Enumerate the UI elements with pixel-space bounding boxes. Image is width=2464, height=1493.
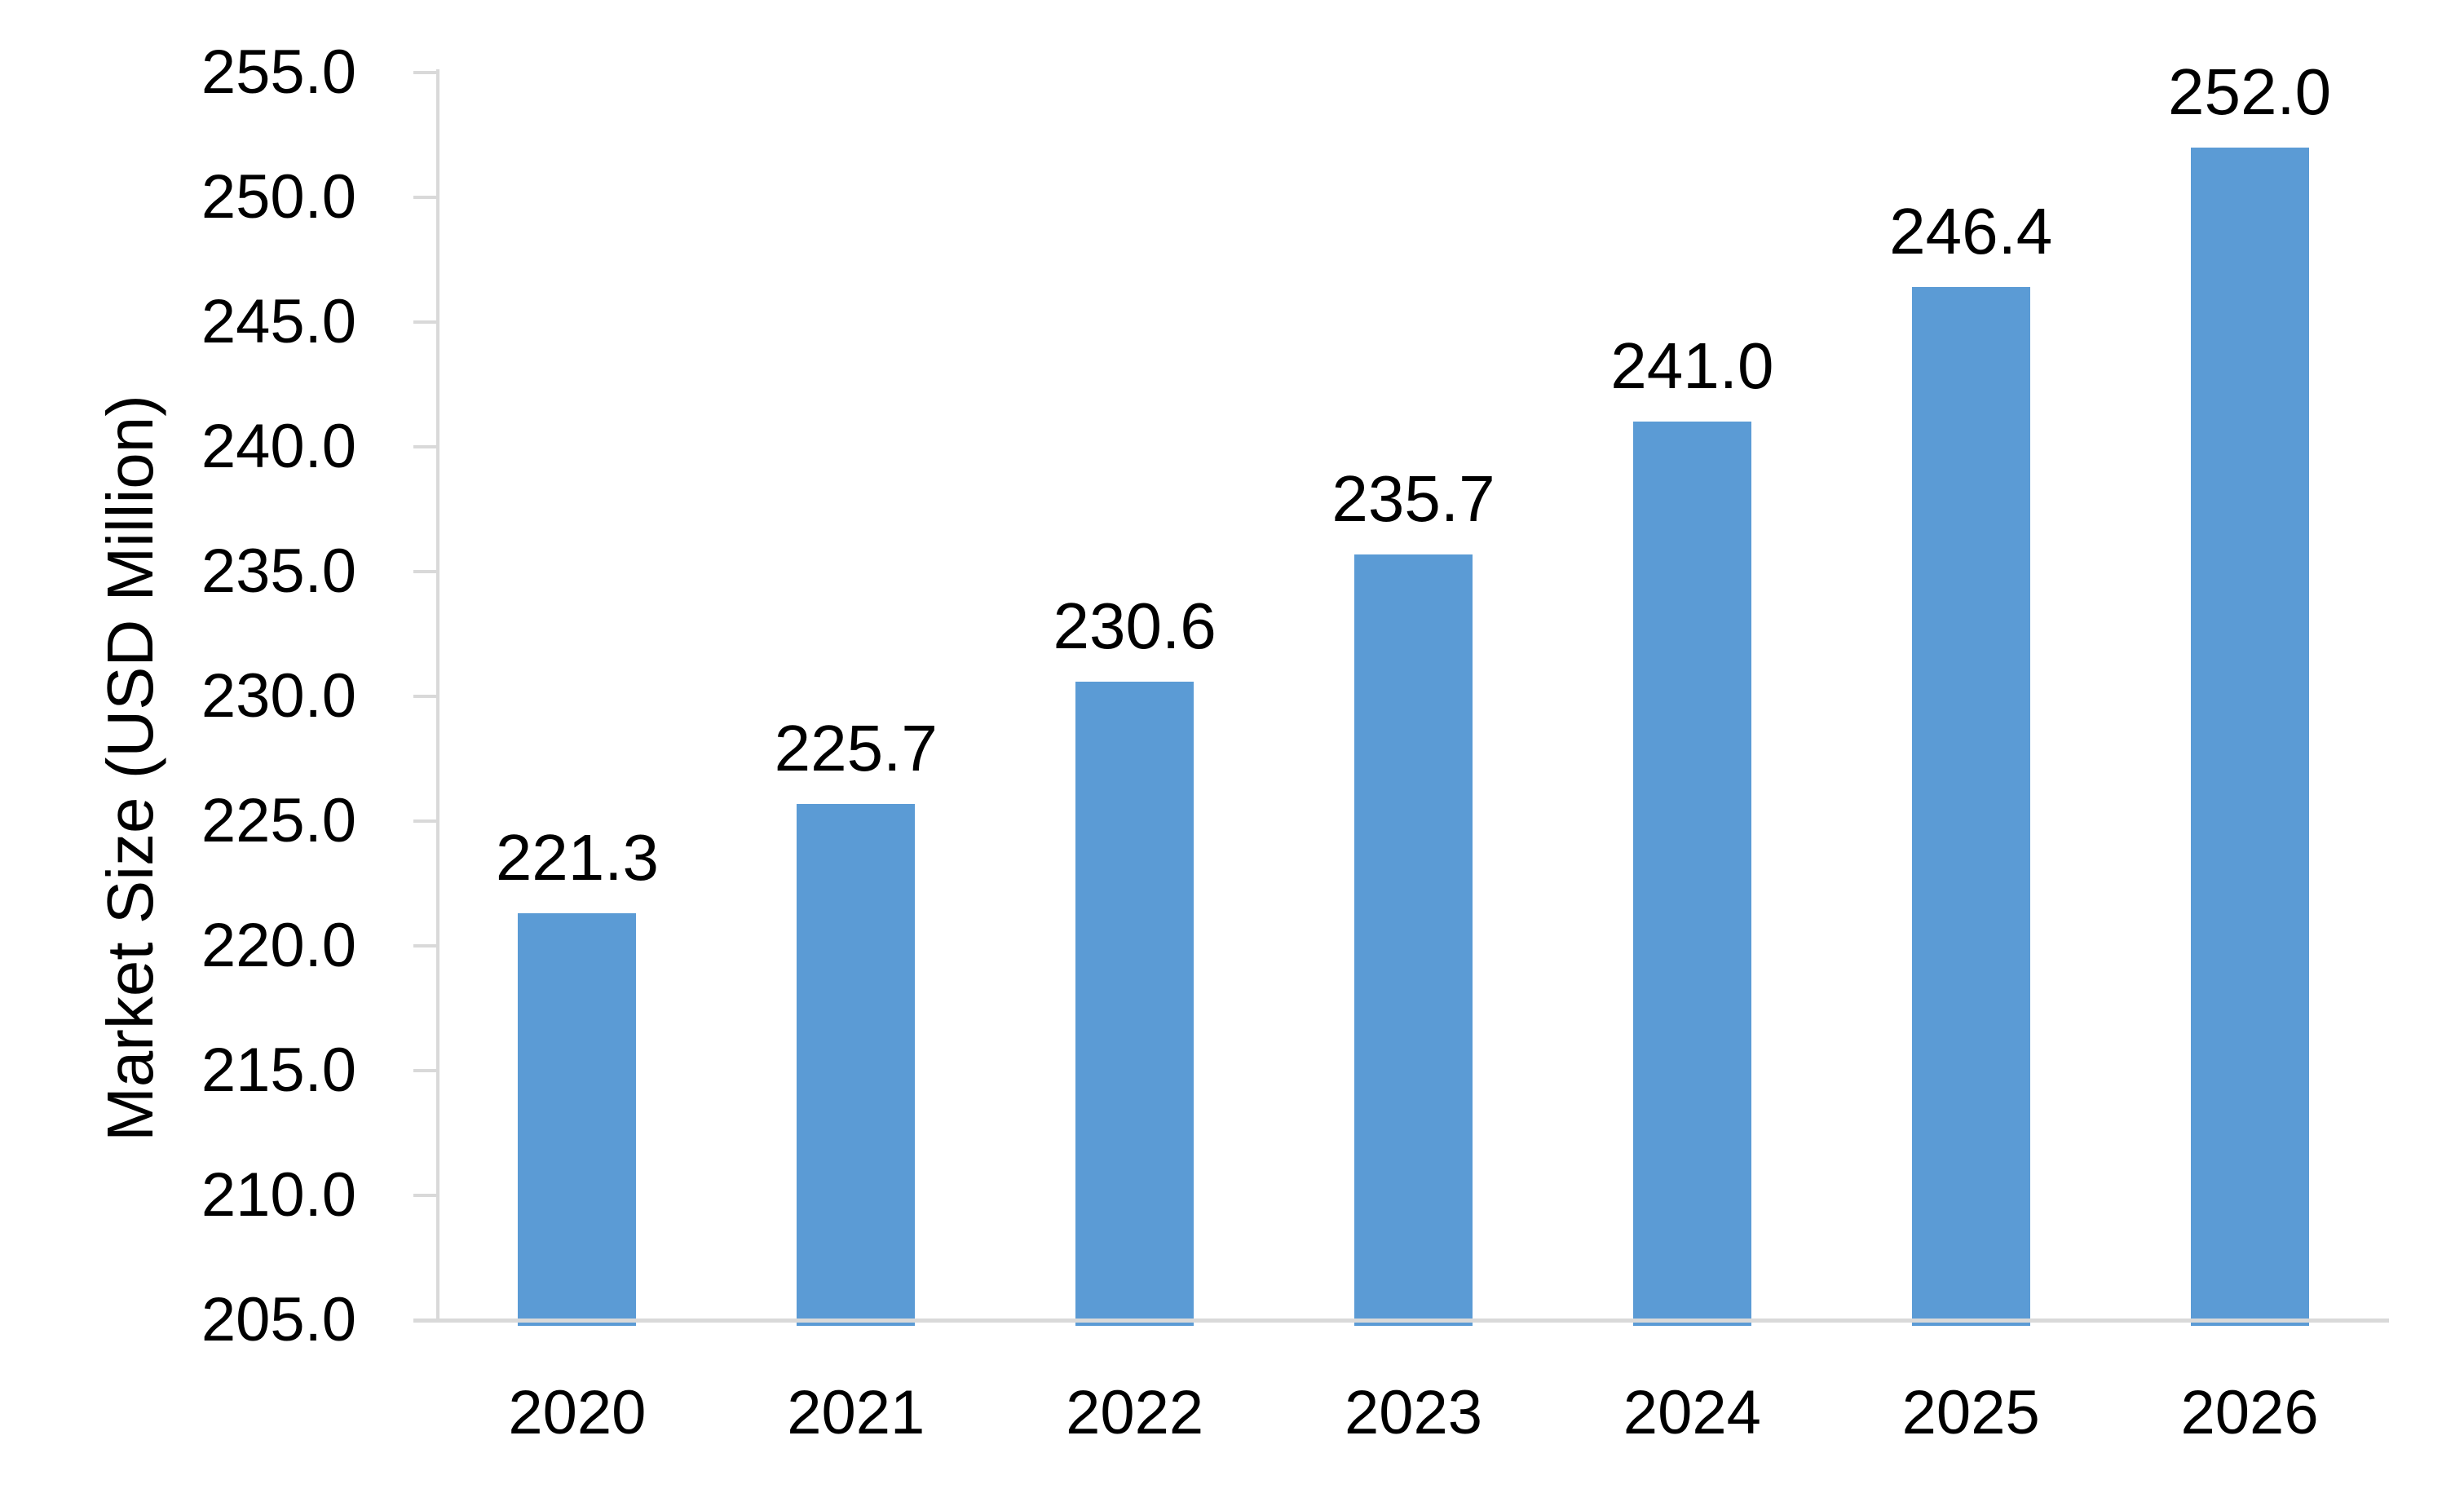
y-axis-tick — [413, 944, 438, 947]
y-axis-tick — [413, 71, 438, 74]
y-axis-tick-label: 220.0 — [201, 911, 356, 980]
bar-value-label: 230.6 — [1053, 589, 1217, 662]
bar-value-label: 252.0 — [2167, 55, 2332, 128]
bar-2022 — [1075, 681, 1194, 1326]
x-axis-tick-label: 2021 — [787, 1378, 925, 1447]
y-axis-tick-label: 245.0 — [201, 287, 356, 356]
x-axis-tick-label: 2022 — [1066, 1378, 1204, 1447]
y-axis-tick-label: 205.0 — [201, 1285, 356, 1354]
bar-value-label: 221.3 — [495, 821, 660, 894]
bar-value-label: 235.7 — [1331, 462, 1495, 535]
y-axis-tick-label: 210.0 — [201, 1160, 356, 1230]
y-axis-tick — [413, 819, 438, 823]
bar-value-label: 225.7 — [774, 711, 938, 784]
y-axis-tick-label: 235.0 — [201, 537, 356, 606]
x-axis-tick-label: 2023 — [1344, 1378, 1483, 1447]
y-axis-tick — [413, 695, 438, 698]
x-axis-tick-label: 2024 — [1623, 1378, 1761, 1447]
bar-2020 — [518, 913, 637, 1326]
y-axis-tick-label: 225.0 — [201, 786, 356, 855]
bar-2021 — [797, 803, 916, 1326]
bar-value-label: 246.4 — [1889, 195, 2053, 268]
x-axis-line — [413, 1319, 2389, 1323]
x-axis-tick-label: 2025 — [1901, 1378, 2040, 1447]
y-axis-tick-label: 230.0 — [201, 661, 356, 731]
y-axis-tick — [413, 1069, 438, 1072]
y-axis-tick — [413, 320, 438, 324]
bar-2025 — [1911, 287, 2030, 1326]
bar-2024 — [1632, 422, 1751, 1326]
y-axis-line — [436, 69, 439, 1323]
bar-2026 — [2190, 147, 2309, 1326]
y-axis-tick-label: 255.0 — [201, 38, 356, 107]
y-axis-tick-label: 215.0 — [201, 1036, 356, 1105]
bar-value-label: 241.0 — [1610, 329, 1774, 403]
y-axis-tick-label: 240.0 — [201, 412, 356, 481]
x-axis-tick-label: 2020 — [508, 1378, 647, 1447]
y-axis-tick — [413, 445, 438, 448]
y-axis-tick-label: 250.0 — [201, 162, 356, 232]
y-axis-tick — [413, 196, 438, 199]
y-axis-tick — [413, 570, 438, 573]
x-axis-tick-label: 2026 — [2180, 1378, 2319, 1447]
bar-2023 — [1354, 554, 1473, 1326]
y-axis-tick — [413, 1194, 438, 1197]
y-axis-tick — [413, 1319, 438, 1322]
